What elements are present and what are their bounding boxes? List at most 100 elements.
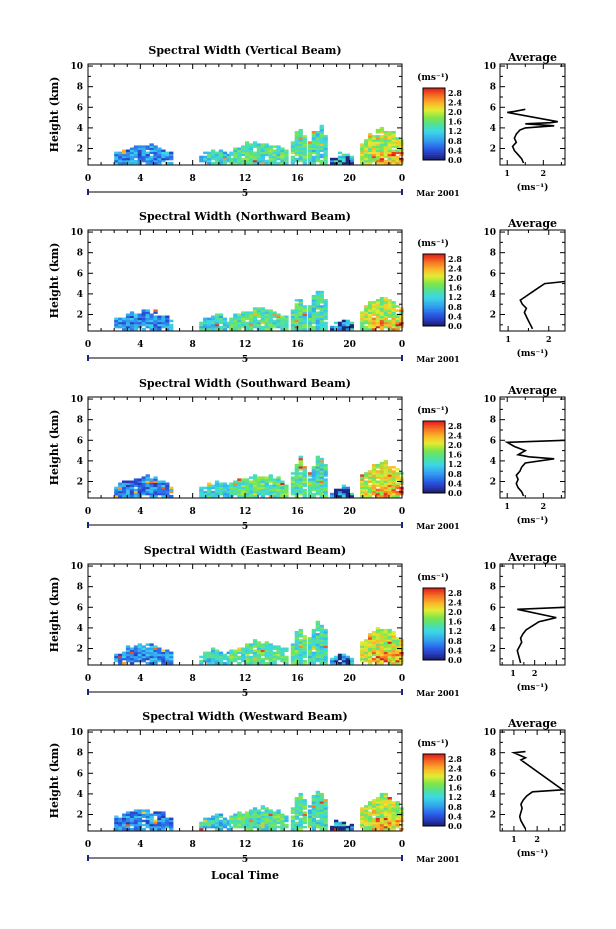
heatmap-cell [264, 323, 269, 327]
heatmap-cell [298, 639, 303, 642]
heatmap-cell [133, 159, 139, 163]
heatmap-cell [260, 482, 265, 485]
heatmap-cell [307, 153, 313, 157]
heatmap-cell [371, 813, 377, 816]
heatmap-cell [311, 799, 316, 802]
heatmap-cell [368, 301, 373, 304]
heatmap-cell [368, 325, 373, 329]
heatmap-cell [294, 490, 299, 494]
heatmap-cell [141, 321, 146, 325]
heatmap-cell [137, 645, 142, 648]
heatmap-cell [311, 633, 316, 636]
heatmap-cell [395, 317, 400, 321]
heatmap-cell [379, 657, 385, 661]
heatmap-cell [323, 823, 328, 827]
heatmap-cell [256, 327, 262, 331]
heatmap-cell [272, 645, 277, 648]
heatmap-cell [311, 807, 316, 810]
x-tick-label: 8 [190, 340, 196, 350]
heatmap-cell [252, 823, 258, 827]
heatmap-cell [260, 147, 265, 150]
heatmap-cell [241, 321, 246, 325]
heatmap-cell [360, 155, 365, 159]
heatmap-cell [169, 827, 174, 831]
heatmap-cell [245, 815, 250, 818]
heatmap-cell [311, 307, 316, 310]
heatmap-cell [319, 825, 324, 829]
colorbar-tick-label: 0.0 [448, 321, 462, 331]
heatmap-cell [218, 159, 224, 163]
heatmap-cell [395, 484, 400, 488]
heatmap-cell [153, 827, 158, 831]
heatmap-cell [294, 823, 299, 827]
heatmap-cell [145, 315, 150, 318]
heatmap-cell [264, 811, 269, 814]
heatmap-cell [315, 792, 320, 796]
heatmap-cell [268, 157, 273, 161]
heatmap-cell [280, 151, 285, 155]
heatmap-cell [298, 794, 303, 798]
heatmap-cell [311, 131, 316, 134]
heatmap-cell [245, 655, 250, 659]
panel-title: Spectral Width (Southward Beam) [139, 377, 351, 390]
heatmap-cell [315, 805, 320, 808]
heatmap-cell [302, 315, 307, 318]
heatmap-cell [319, 149, 324, 152]
heatmap-cell [387, 149, 392, 152]
heatmap-cell [252, 153, 258, 157]
heatmap-cell [129, 151, 135, 155]
y-tick-label: 2 [77, 645, 83, 655]
heatmap-cell [379, 827, 385, 831]
heatmap-cell [260, 319, 265, 323]
heatmap-cell [211, 317, 216, 321]
heatmap-cell [391, 155, 396, 159]
heatmap-cell [391, 313, 396, 316]
heatmap-cell [276, 809, 281, 812]
heatmap-cell [114, 819, 119, 823]
heatmap-cell [311, 470, 316, 473]
heatmap-cell [323, 464, 328, 467]
heatmap-cell [207, 157, 212, 161]
heatmap-cell [298, 490, 303, 494]
heatmap-cell [349, 661, 354, 665]
heatmap-cell [118, 325, 123, 329]
heatmap-cell [375, 823, 381, 827]
heatmap-cell [248, 317, 254, 321]
heatmap-cell [319, 805, 324, 808]
heatmap-cell [379, 297, 385, 300]
heatmap-cell [302, 327, 307, 331]
heatmap-cell [383, 815, 388, 818]
heatmap-cell [264, 151, 269, 155]
heatmap-cell [360, 651, 365, 655]
heatmap-cell [125, 486, 131, 490]
heatmap-cell [368, 643, 373, 646]
heatmap-cell [141, 317, 146, 321]
heatmap-cell [368, 307, 373, 310]
heatmap-cell [229, 655, 234, 659]
heatmap-cell [203, 155, 208, 159]
heatmap-cell [248, 476, 254, 479]
colorbar-tick-label: 2.8 [448, 421, 462, 431]
colorbar-segment [423, 588, 445, 591]
average-x-tick-label: 1 [504, 501, 510, 511]
heatmap-cell [161, 151, 166, 155]
heatmap-cell [323, 651, 328, 655]
heatmap-cell [323, 305, 328, 308]
heatmap-cell [298, 137, 303, 140]
heatmap-cell [272, 159, 277, 163]
colorbar-segment [423, 156, 445, 159]
heatmap-cell [307, 159, 313, 163]
heatmap-cell [272, 319, 277, 323]
heatmap-cell [145, 478, 150, 481]
heatmap-cell [133, 484, 139, 488]
heatmap-cell [334, 657, 339, 661]
heatmap-cell [222, 482, 228, 485]
heatmap-cell [334, 821, 339, 825]
heatmap-cell [125, 649, 131, 652]
heatmap-cell [264, 315, 269, 318]
heatmap-cell [311, 325, 316, 329]
heatmap-cell [222, 817, 228, 821]
heatmap-cell [302, 317, 307, 321]
heatmap-cell [276, 657, 281, 661]
